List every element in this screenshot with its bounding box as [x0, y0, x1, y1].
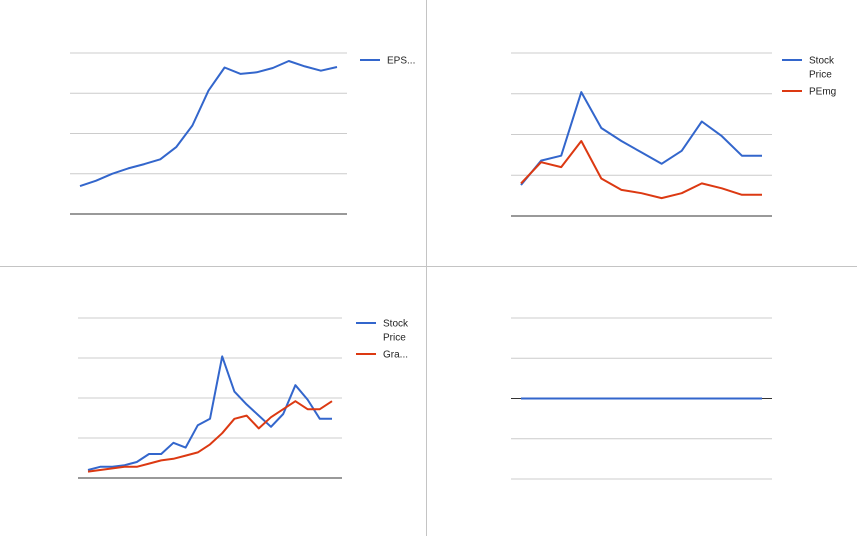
legend-label-line: Stock — [809, 56, 835, 67]
graham-chart-panel: Stock Price Gra... — [0, 267, 426, 536]
eps-chart: EPS... — [70, 52, 415, 215]
price-pe-chart: Stock Price PEmg — [511, 52, 836, 217]
legend-label-line: Price — [383, 333, 406, 344]
divider-vertical — [426, 0, 427, 536]
eps-chart-panel: EPS... — [0, 0, 426, 266]
series-line — [520, 91, 762, 186]
legend-label: Stock Price — [809, 56, 835, 81]
legend-label: PEmg — [809, 87, 836, 98]
series-line — [87, 355, 332, 471]
dividend-chart-panel — [427, 267, 857, 536]
legend-label-line: Price — [809, 70, 832, 81]
series-line — [520, 140, 762, 200]
legend-label: Gra... — [383, 350, 408, 361]
divider-horizontal — [0, 266, 857, 267]
legend-label-line: Stock — [383, 319, 409, 330]
graham-chart: Stock Price Gra... — [78, 317, 409, 479]
series-line — [79, 60, 338, 188]
price-pe-chart-panel: Stock Price PEmg — [427, 0, 857, 266]
legend-label: EPS... — [387, 56, 415, 67]
dividend-chart — [511, 317, 772, 480]
legend-label: Stock Price — [383, 319, 409, 344]
series-line — [87, 400, 333, 473]
